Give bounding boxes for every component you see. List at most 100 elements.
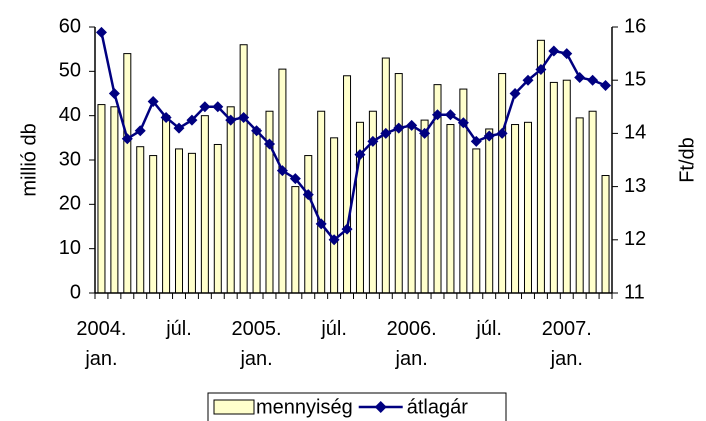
marker [121, 133, 133, 145]
marker [354, 149, 366, 161]
bar [381, 57, 390, 294]
bar [407, 124, 416, 294]
marker [199, 101, 211, 113]
x-tick-label: júl. [166, 318, 192, 340]
marker [457, 117, 469, 129]
bar [175, 148, 184, 294]
legend: mennyiség átlagár [207, 392, 507, 421]
bar [162, 115, 171, 294]
bar [601, 175, 610, 294]
marker [212, 101, 224, 113]
marker [225, 114, 237, 126]
bar [420, 119, 429, 294]
y2-tick-label: 14 [624, 122, 646, 144]
bar [304, 155, 313, 294]
bar [317, 110, 326, 294]
marker [186, 114, 198, 126]
marker [406, 119, 418, 131]
marker [276, 165, 288, 177]
bar [200, 115, 209, 294]
bar [394, 73, 403, 294]
marker [341, 223, 353, 235]
bar [330, 137, 339, 294]
x-tick-label: júl. [321, 318, 347, 340]
bar [485, 128, 494, 294]
y2-axis-label: Ft/db [676, 137, 698, 183]
marker [238, 111, 250, 123]
bar [588, 110, 597, 294]
marker [315, 218, 327, 230]
marker [587, 74, 599, 86]
marker [108, 88, 120, 99]
x-tick-label: 2006. jan. [386, 318, 437, 370]
bar [149, 155, 158, 294]
legend-box [207, 392, 507, 421]
marker [535, 64, 547, 76]
bar [498, 73, 507, 294]
marker [95, 26, 107, 38]
bar [562, 79, 571, 294]
marker [548, 45, 560, 57]
marker [134, 125, 146, 137]
bar [97, 104, 106, 294]
bar [472, 148, 481, 294]
marker [432, 109, 444, 121]
bar [239, 44, 248, 294]
marker [328, 234, 340, 246]
legend-label: mennyiség [256, 396, 353, 418]
marker [600, 80, 612, 92]
bar [213, 143, 222, 294]
bar [549, 81, 558, 294]
marker [509, 88, 521, 99]
x-tick-label: 2007. jan. [541, 318, 592, 370]
bar [446, 124, 455, 294]
bar [291, 186, 300, 294]
marker [367, 135, 379, 147]
y-tick-label: 50 [59, 60, 81, 82]
marker [444, 109, 456, 121]
bar [226, 106, 235, 294]
bar [575, 117, 584, 294]
bar [511, 124, 520, 294]
bar [278, 68, 287, 294]
x-tick-label: 2005. jan. [231, 318, 282, 370]
marker [289, 173, 301, 185]
bar [252, 128, 261, 294]
x-tick-label: júl. [476, 318, 502, 340]
line [100, 32, 607, 242]
marker [470, 135, 482, 147]
bar [136, 146, 145, 294]
marker [147, 95, 159, 107]
marker [173, 122, 185, 134]
y2-tick-label: 13 [624, 175, 646, 197]
bar [265, 110, 274, 294]
y-tick-label: 30 [59, 148, 81, 170]
marker [561, 48, 573, 60]
y2-tick-label: 16 [624, 15, 646, 37]
bar [355, 121, 364, 294]
marker [574, 72, 586, 84]
y2-tick-label: 15 [624, 68, 646, 90]
legend-label: átlagár [407, 396, 468, 418]
marker [483, 130, 495, 142]
y2-tick-label: 12 [624, 228, 646, 250]
y-axis-label: millió db [18, 123, 40, 196]
bar [123, 53, 132, 294]
marker [380, 127, 392, 139]
marker [160, 111, 172, 123]
y2-tick-label: 11 [624, 281, 645, 303]
bar [343, 75, 352, 294]
y-tick-label: 0 [70, 281, 81, 303]
legend-marker [374, 401, 387, 413]
legend-swatch [213, 399, 255, 415]
bar [110, 106, 119, 294]
marker [419, 127, 431, 139]
y-tick-label: 60 [59, 15, 81, 37]
bar [187, 152, 196, 294]
marker [302, 189, 314, 201]
y-tick-label: 40 [59, 104, 81, 126]
marker [496, 127, 508, 139]
marker [263, 138, 275, 150]
